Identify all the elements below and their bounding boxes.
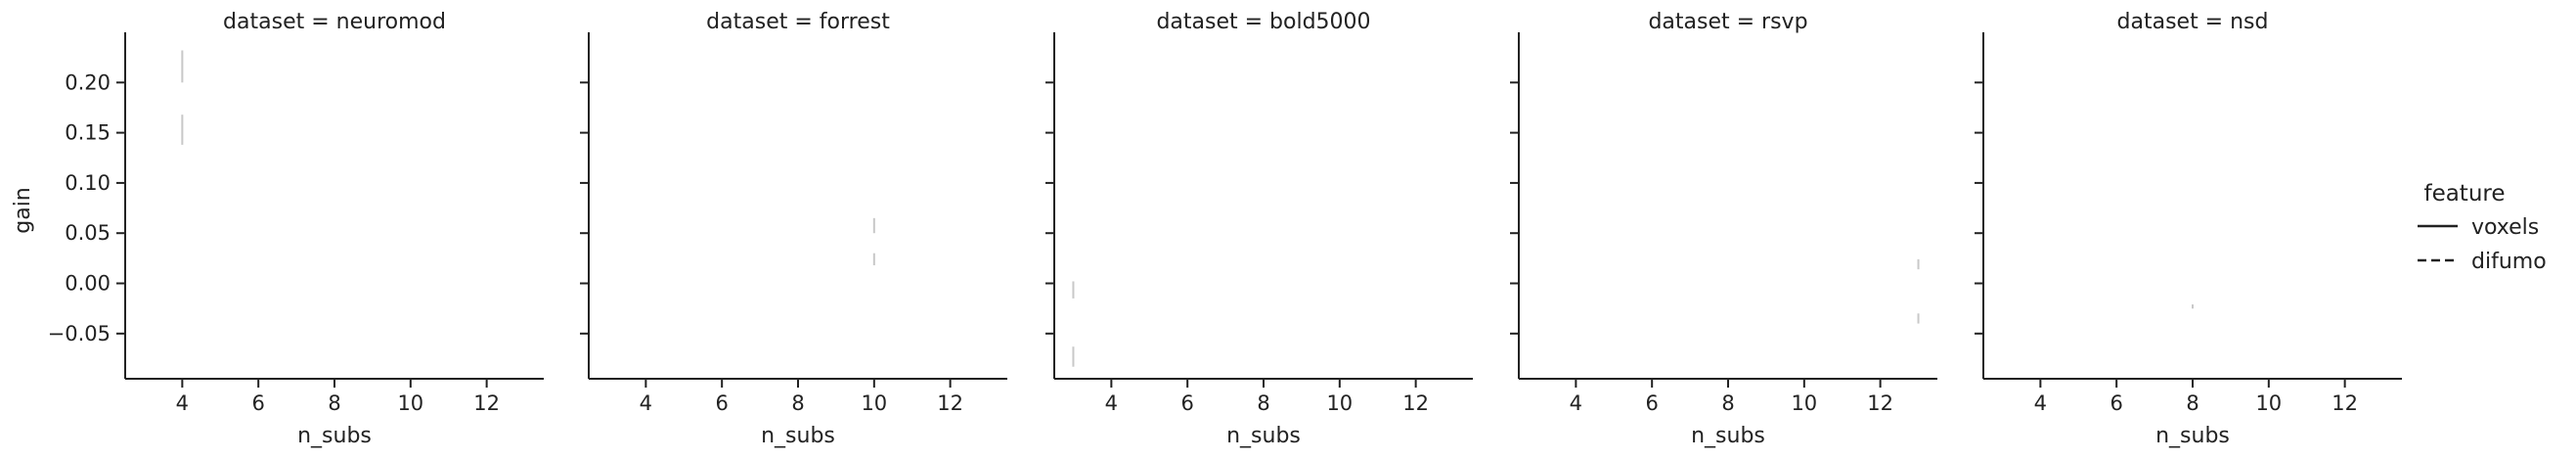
y-axis-label: gain [11, 187, 35, 234]
x-tick-label: 12 [1867, 391, 1893, 415]
x-tick-label: 6 [1645, 391, 1658, 415]
legend-title: feature [2423, 181, 2505, 207]
x-tick-label: 4 [1105, 391, 1118, 415]
facet-title: dataset = nsd [2117, 10, 2269, 34]
x-tick-label: 4 [2034, 391, 2047, 415]
x-tick-label: 12 [1402, 391, 1429, 415]
facet-title: dataset = bold5000 [1156, 10, 1370, 34]
legend-label-difumo: difumo [2471, 250, 2547, 274]
facet-title: dataset = neuromod [223, 10, 446, 34]
x-tick-label: 8 [2186, 391, 2198, 415]
x-tick-label: 8 [1721, 391, 1734, 415]
x-tick-label: 10 [2255, 391, 2282, 415]
x-axis-label: n_subs [2155, 424, 2230, 448]
x-tick-label: 12 [937, 391, 963, 415]
x-tick-label: 8 [791, 391, 804, 415]
x-tick-label: 6 [1180, 391, 1193, 415]
x-tick-label: 12 [2332, 391, 2358, 415]
x-axis-label: n_subs [761, 424, 835, 448]
x-axis-label: n_subs [1691, 424, 1765, 448]
x-tick-label: 10 [1326, 391, 1353, 415]
x-tick-label: 6 [2110, 391, 2122, 415]
x-tick-label: 8 [328, 391, 340, 415]
x-tick-label: 6 [715, 391, 728, 415]
y-tick-label: 0.20 [65, 70, 111, 94]
x-axis-label: n_subs [1226, 424, 1301, 448]
x-axis-label: n_subs [297, 424, 372, 448]
x-tick-label: 10 [397, 391, 423, 415]
x-tick-label: 4 [176, 391, 189, 415]
x-tick-label: 6 [251, 391, 264, 415]
x-tick-label: 10 [1791, 391, 1817, 415]
x-tick-label: 10 [861, 391, 887, 415]
x-tick-label: 4 [1570, 391, 1582, 415]
y-tick-label: 0.15 [65, 121, 111, 145]
y-tick-label: 0.00 [65, 272, 111, 296]
x-tick-label: 12 [473, 391, 500, 415]
y-tick-label: −0.05 [48, 322, 111, 345]
facet-title: dataset = rsvp [1648, 10, 1807, 34]
y-tick-label: 0.10 [65, 171, 111, 195]
x-tick-label: 4 [640, 391, 652, 415]
y-tick-label: 0.05 [65, 221, 111, 245]
legend-label-voxels: voxels [2471, 215, 2539, 240]
x-tick-label: 8 [1257, 391, 1269, 415]
facet-title: dataset = forrest [706, 10, 890, 34]
